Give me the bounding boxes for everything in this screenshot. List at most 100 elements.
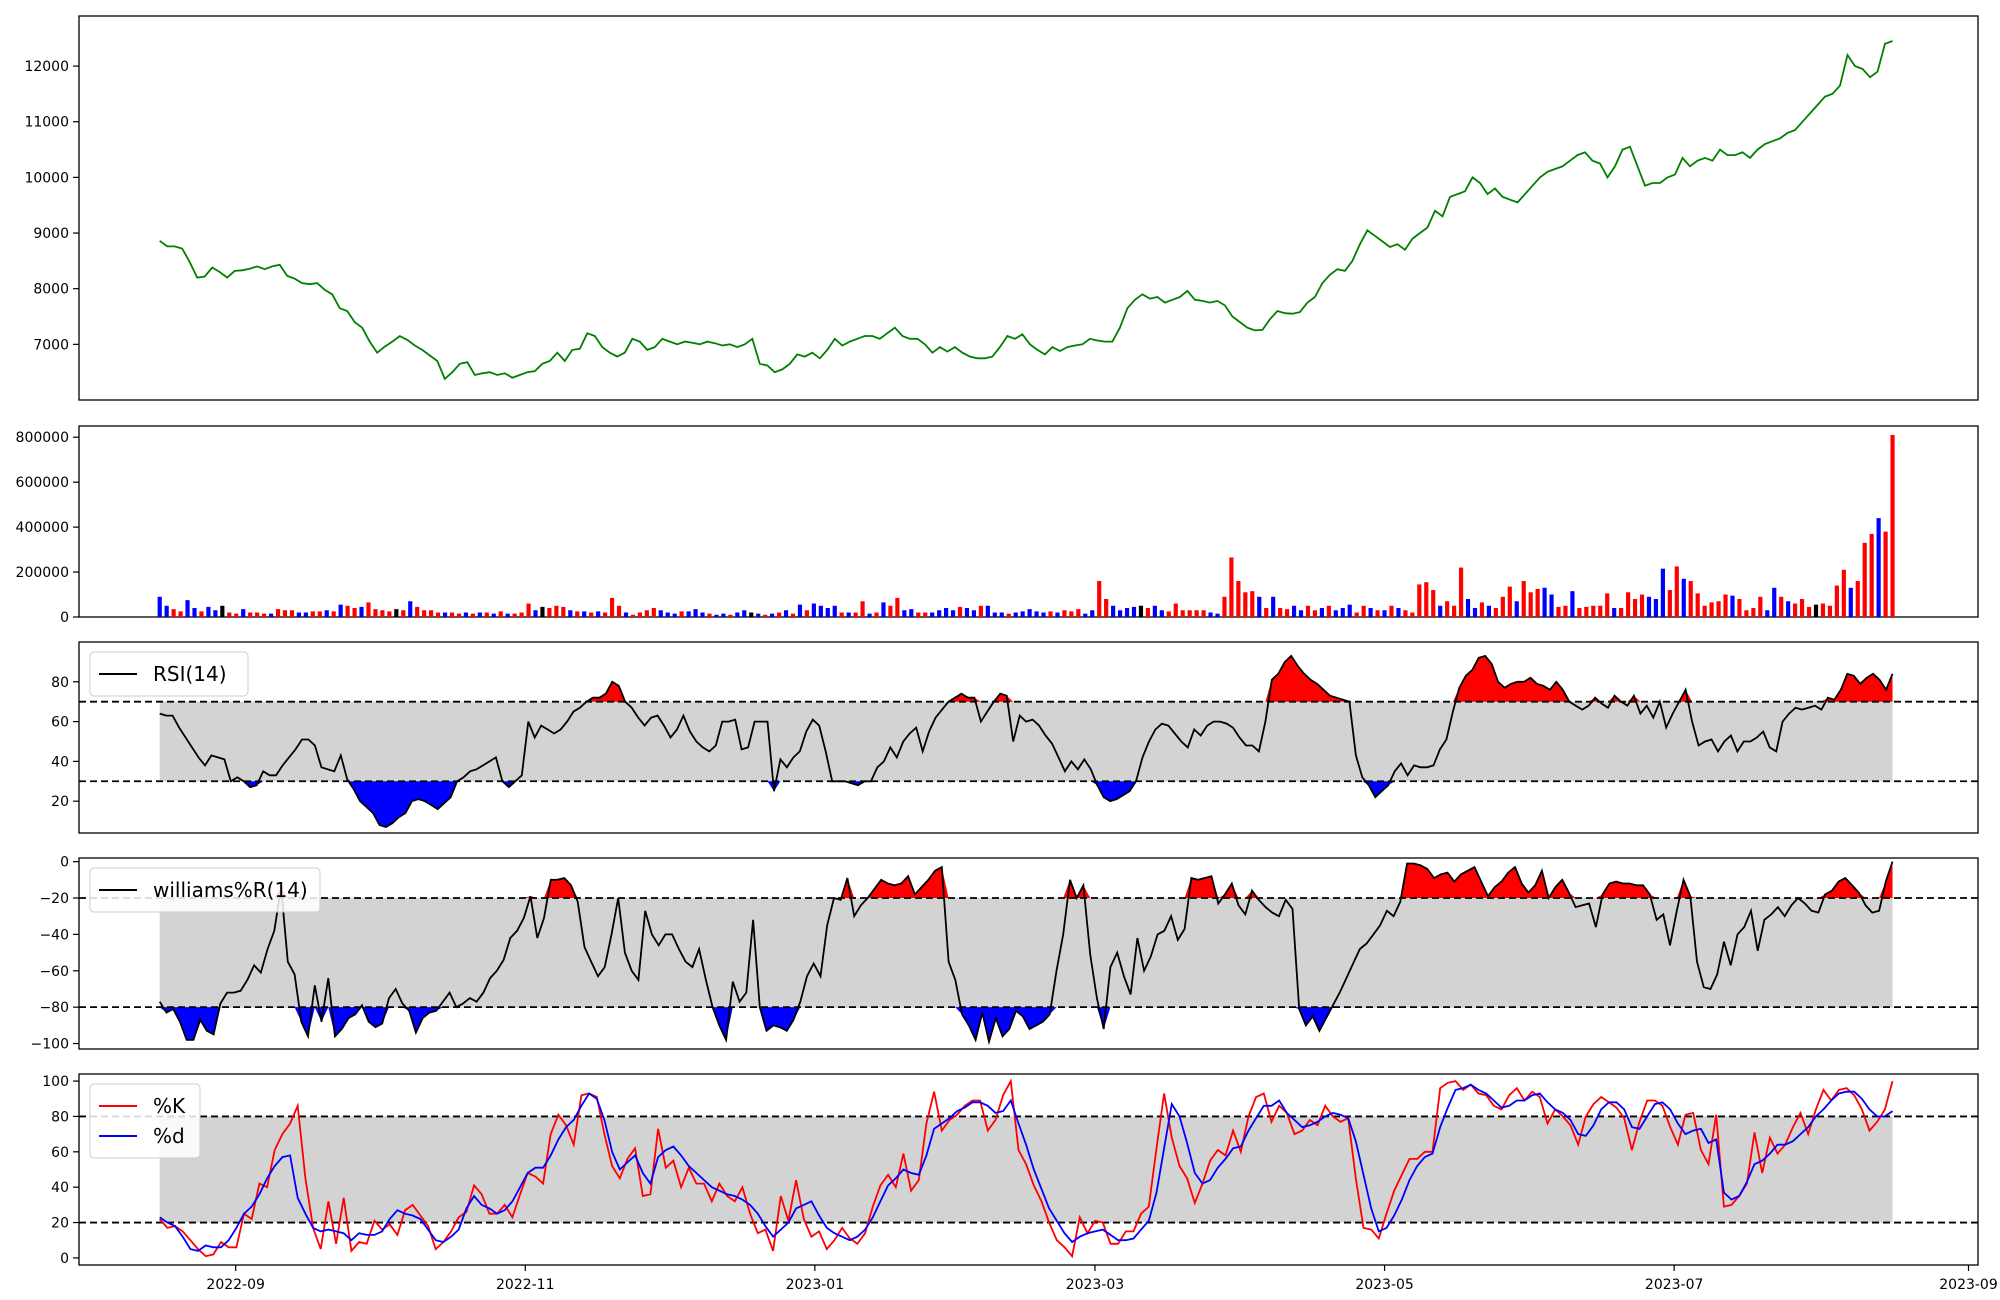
- volume-bar: [498, 611, 503, 617]
- volume-bar: [1403, 610, 1408, 617]
- volume-bar: [526, 603, 531, 617]
- volume-bar: [1479, 602, 1485, 617]
- volume-bar: [359, 606, 364, 617]
- volume-bar: [234, 613, 239, 617]
- volume-bar: [971, 610, 977, 617]
- volume-bar: [227, 612, 232, 617]
- volume-bar: [1779, 596, 1784, 617]
- volume-bar: [1145, 608, 1150, 617]
- volume-bar: [1716, 601, 1721, 617]
- volume-bar: [1131, 606, 1137, 617]
- volume-bar: [1152, 605, 1157, 617]
- volume-bar: [603, 612, 608, 617]
- volume-bar: [157, 596, 162, 617]
- volume-bar: [895, 597, 900, 617]
- volume-bar: [324, 610, 329, 617]
- y-tick-label: 12000: [24, 59, 69, 75]
- volume-bar: [616, 605, 622, 617]
- volume-bar: [658, 610, 663, 617]
- volume-bar: [964, 608, 970, 617]
- volume-bar: [533, 610, 538, 617]
- volume-bar: [331, 611, 336, 617]
- volume-bar: [1319, 608, 1324, 617]
- volume-bar: [1514, 601, 1519, 617]
- volume-bar: [1250, 591, 1255, 617]
- volume-bar: [1619, 608, 1624, 617]
- volume-bar: [1055, 612, 1060, 617]
- series-line: [159, 654, 1894, 828]
- volume-bar: [1820, 603, 1826, 617]
- legend-box: [89, 1083, 201, 1159]
- y-tick-label: 20: [51, 794, 69, 810]
- oversold-fill: [159, 1007, 1893, 1042]
- volume-bar: [790, 613, 796, 617]
- volume-bar: [707, 613, 712, 617]
- x-tick-label: 2023-09: [1939, 1277, 1998, 1293]
- volume-bar: [1445, 601, 1450, 617]
- volume-bar: [867, 613, 872, 617]
- volume-bar: [1138, 605, 1144, 617]
- volume-bar: [1187, 610, 1192, 617]
- volume-bar: [749, 612, 754, 617]
- volume-bar: [686, 611, 691, 617]
- volume-bar: [1507, 586, 1512, 617]
- volume-bar: [672, 613, 677, 617]
- neutral-band: [159, 898, 1893, 1008]
- volume-bar: [1570, 591, 1575, 617]
- volume-bar: [1347, 604, 1352, 617]
- volume-bar: [262, 613, 267, 617]
- volume-bar: [714, 614, 719, 617]
- volume-bar: [1563, 605, 1568, 617]
- volume-bar: [1605, 593, 1610, 617]
- y-tick-label: 40: [51, 1180, 69, 1196]
- volume-bar: [763, 614, 768, 617]
- volume-bar: [1528, 592, 1533, 617]
- volume-bar: [178, 611, 183, 617]
- volume-bar: [1493, 608, 1498, 617]
- volume-bar: [1375, 610, 1380, 617]
- volume-bar: [1062, 610, 1067, 617]
- x-tick-label: 2023-03: [1066, 1277, 1125, 1293]
- volume-bar: [415, 606, 420, 617]
- volume-bar: [1229, 557, 1234, 617]
- volume-bar: [1340, 608, 1345, 617]
- panel-frame: [78, 1073, 1979, 1266]
- volume-bar: [366, 602, 371, 617]
- volume-bar: [1723, 594, 1728, 617]
- volume-bar: [1584, 606, 1589, 617]
- volume-bar: [888, 605, 893, 617]
- neutral-band: [159, 1116, 1893, 1223]
- volume-bar: [1090, 610, 1095, 617]
- volume-bar: [811, 603, 816, 617]
- volume-bar: [192, 608, 197, 617]
- series-line: [159, 1078, 1894, 1259]
- volume-bar: [1827, 605, 1833, 617]
- volume-bar: [1452, 605, 1457, 617]
- y-tick-label: 200000: [16, 565, 69, 581]
- volume-bar: [1695, 593, 1700, 617]
- volume-bar: [902, 610, 907, 617]
- volume-bar: [213, 610, 218, 617]
- volume-bar: [1243, 592, 1248, 617]
- volume-bar: [1431, 590, 1436, 617]
- volume-bar: [310, 611, 315, 617]
- y-tick-label: 60: [51, 1145, 69, 1161]
- volume-bar: [317, 611, 322, 617]
- volume-bar: [296, 612, 301, 617]
- volume-bar: [1438, 605, 1443, 617]
- volume-bar: [380, 610, 385, 617]
- volume-bar: [1744, 610, 1749, 617]
- legend-box: [89, 867, 321, 913]
- volume-bar: [1681, 578, 1686, 617]
- volume-bar: [651, 608, 656, 617]
- volume-bar: [735, 612, 740, 617]
- volume-bar: [797, 604, 803, 617]
- volume-bar: [700, 612, 705, 617]
- volume-bar: [776, 612, 782, 617]
- volume-bar: [1786, 601, 1791, 617]
- volume-bar: [220, 605, 225, 617]
- volume-bar: [1069, 611, 1074, 617]
- volume-bar: [1173, 603, 1178, 617]
- volume-bar: [1660, 568, 1665, 617]
